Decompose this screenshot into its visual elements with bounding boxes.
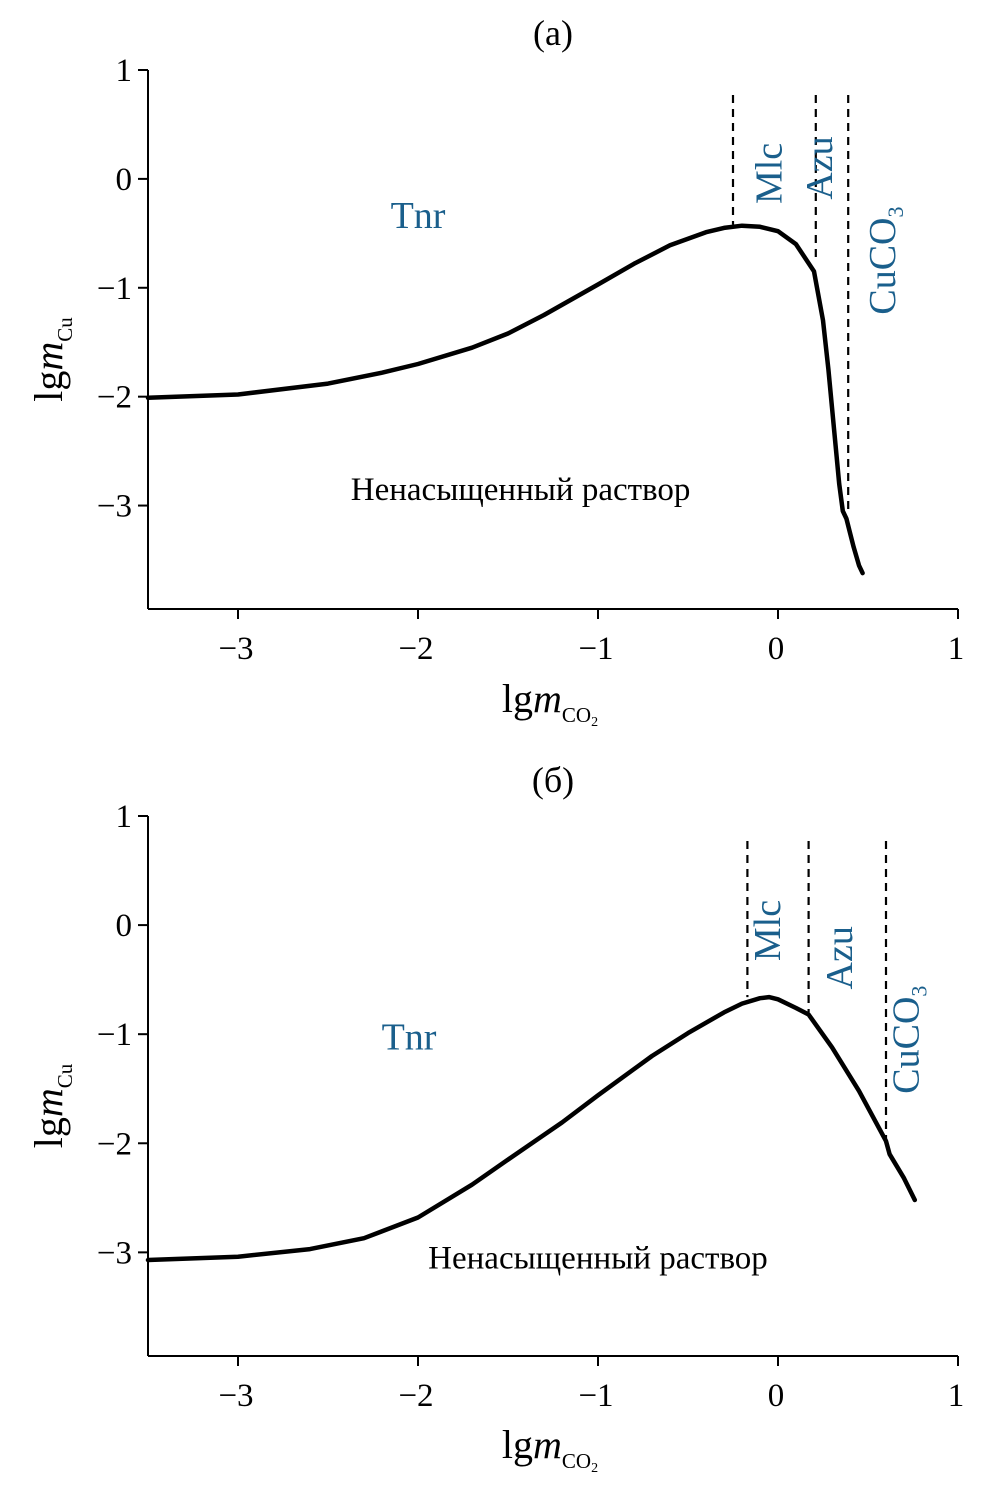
y-tick-label: 1	[116, 53, 133, 89]
y-tick-label: 1	[116, 799, 133, 835]
region-label: Azu	[799, 136, 841, 199]
unsaturated-solution-label: Ненасыщенный раствор	[351, 472, 691, 508]
x-axis-label: lgmCO2	[502, 1422, 598, 1476]
unsaturated-solution-label: Ненасыщенный раствор	[428, 1241, 768, 1277]
x-tick-label: −1	[578, 1378, 613, 1414]
y-tick-label: −2	[97, 1126, 132, 1162]
y-tick-label: 0	[116, 162, 133, 198]
region-label: Mlc	[747, 900, 789, 961]
x-tick-label: 1	[948, 631, 965, 667]
x-tick-label: −2	[398, 1378, 433, 1414]
x-tick-label: 0	[768, 1378, 785, 1414]
y-axis-label: lgmCu	[26, 317, 77, 402]
y-tick-label: −3	[97, 1235, 132, 1271]
region-label: Mlc	[749, 143, 791, 204]
x-tick-label: 1	[948, 1378, 965, 1414]
region-label: Tnr	[391, 195, 446, 237]
x-axis-label: lgmCO2	[502, 676, 598, 730]
y-tick-label: −1	[97, 271, 132, 307]
y-tick-label: −2	[97, 380, 132, 416]
chart-panel-b: (б) 1 0 −1 −2 −3 −3 −2 −1 0 1 lgmCO2 lgmCu Tnr Mlc Azu C…	[26, 760, 965, 1476]
region-label: Azu	[819, 926, 861, 989]
x-tick-label: 0	[768, 631, 785, 667]
panel-title: (а)	[533, 13, 573, 53]
solubility-curve	[145, 994, 918, 1263]
y-tick-label: −3	[97, 489, 132, 525]
chart-panel-a: (а) 1 0 −1 −2 −3 −3 −2 −1 0 1 lgmCO2 lgmCu Tnr Mlc Azu C…	[26, 13, 965, 730]
y-tick-label: 0	[116, 908, 133, 944]
x-tick-label: −1	[578, 631, 613, 667]
x-tick-label: −2	[398, 631, 433, 667]
solubility-curve	[145, 223, 865, 576]
x-tick-label: −3	[218, 631, 253, 667]
y-axis-label: lgmCu	[26, 1063, 77, 1148]
x-tick-label: −3	[218, 1378, 253, 1414]
region-label: Tnr	[382, 1016, 437, 1058]
region-label: CuCO3	[862, 206, 908, 314]
y-tick-label: −1	[97, 1017, 132, 1053]
region-label: CuCO3	[885, 986, 931, 1094]
panel-title: (б)	[532, 760, 574, 800]
